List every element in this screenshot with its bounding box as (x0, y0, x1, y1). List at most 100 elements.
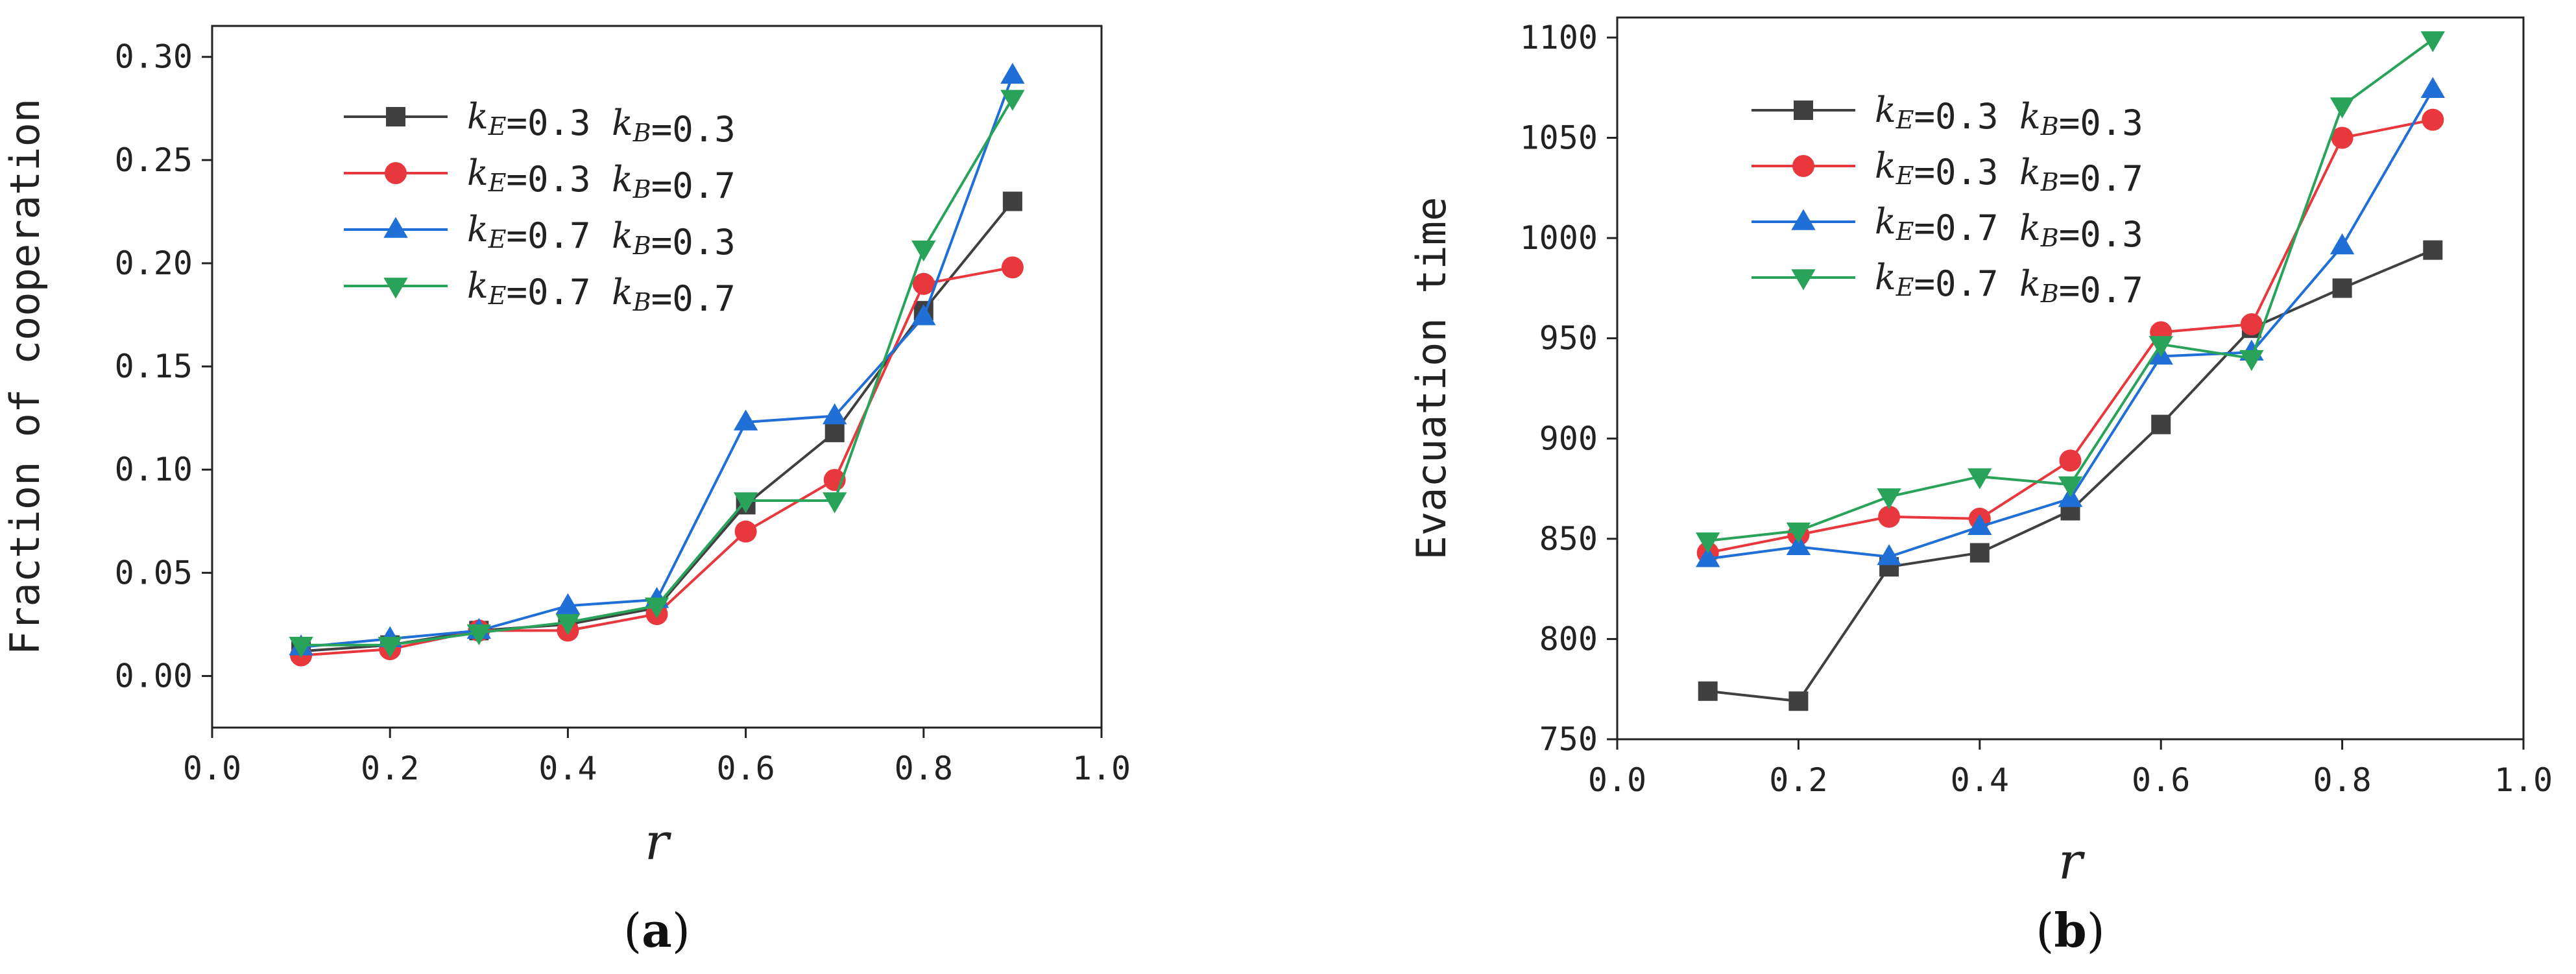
y-tick-label: 1100 (1520, 19, 1598, 56)
data-point (289, 636, 313, 658)
data-point (2329, 233, 2355, 255)
data-point (644, 597, 669, 619)
data-point (1698, 681, 1718, 701)
x-tick-label: 0.2 (1769, 761, 1827, 799)
data-point (1786, 534, 1811, 555)
chart-panel-b: 0.0 0.2 0.4 0.6 0.8 1.0 750 800 850 900 950 1000 105… (1408, 16, 2553, 958)
legend-label: kE=0.7 kB=0.3 (1875, 201, 2143, 255)
series-line (300, 75, 1014, 648)
data-point (2423, 240, 2443, 260)
y-axis-title: Fraction of cooperation (1, 99, 49, 656)
plot-frame (211, 25, 1103, 729)
x-tick-label: 0.8 (895, 750, 953, 787)
data-point (2422, 108, 2444, 131)
y-tick-label: 800 (1539, 620, 1598, 658)
y-tick-label: 0.30 (115, 38, 193, 76)
data-point (2059, 449, 2082, 472)
data-point (1696, 532, 1720, 554)
data-point (1878, 505, 1901, 528)
data-point (1000, 62, 1025, 84)
plot-frame (1616, 16, 2525, 741)
legend-label: kE=0.3 kB=0.7 (1875, 145, 2143, 199)
data-point (1002, 191, 1022, 211)
y-tick-label: 0.20 (115, 244, 193, 282)
data-point (466, 624, 491, 646)
x-tick-label: 0.6 (716, 750, 775, 787)
legend-entry: kE=0.7 kB=0.3 (344, 209, 736, 263)
data-point (1788, 691, 1809, 711)
y-axis-title: Evacuation time (1408, 197, 1455, 560)
data-point (825, 422, 845, 442)
data-point (1877, 488, 1901, 510)
chart-panel-a: 0.0 0.2 0.4 0.6 0.8 1.0 0.00 0.05 0.10 0.15 0.20 0.… (1, 25, 1131, 958)
legend-marker (1791, 269, 1816, 291)
data-point (1000, 89, 1025, 111)
series-line (300, 200, 1014, 653)
x-tick-label: 0.2 (361, 750, 419, 787)
data-point (2240, 313, 2263, 336)
legend-label: kE=0.7 kB=0.7 (1875, 257, 2143, 311)
legend: kE=0.3 kB=0.3kE=0.3 kB=0.7kE=0.7 kB=0.3k… (344, 96, 736, 319)
data-point (733, 492, 758, 514)
data-point (555, 593, 581, 614)
x-tick-label: 0.0 (183, 750, 241, 787)
legend-marker (1791, 209, 1816, 230)
data-point (734, 520, 757, 543)
data-point (378, 636, 402, 658)
x-tick-label: 1.0 (2494, 761, 2553, 799)
legend-marker (386, 107, 405, 126)
data-point (555, 613, 581, 635)
data-point (2332, 278, 2352, 298)
data-point (2420, 31, 2445, 53)
legend-marker (1794, 101, 1813, 120)
legend-label: kE=0.7 kB=0.7 (467, 265, 736, 319)
x-tick-label: 0.4 (538, 750, 597, 787)
data-point (1968, 514, 1992, 536)
data-point (911, 240, 936, 262)
series-square (1698, 240, 2443, 711)
series-triangle-up (289, 62, 1025, 656)
data-point (2058, 476, 2083, 497)
data-point (2420, 77, 2445, 99)
x-tick-label: 0.4 (1951, 761, 2009, 799)
data-point (733, 409, 758, 431)
x-tick-label: 0.0 (1588, 761, 1646, 799)
y-tick-label: 850 (1539, 520, 1598, 558)
legend-label: kE=0.3 kB=0.3 (467, 96, 736, 150)
x-axis-title: r (645, 813, 672, 872)
y-tick-label: 750 (1539, 720, 1598, 758)
data-point (1001, 256, 1024, 279)
legend-marker (383, 278, 408, 299)
legend-label: kE=0.3 kB=0.3 (1875, 89, 2143, 143)
y-tick-label: 900 (1539, 420, 1598, 457)
data-point (911, 304, 936, 326)
x-axis-title: r (2058, 833, 2086, 891)
data-point (2239, 350, 2264, 372)
legend-entry: kE=0.7 kB=0.7 (1751, 257, 2143, 311)
legend: kE=0.3 kB=0.3kE=0.3 kB=0.7kE=0.7 kB=0.3k… (1751, 89, 2143, 311)
x-tick-label: 1.0 (1072, 750, 1131, 787)
y-tick-label: 0.25 (115, 141, 193, 179)
legend-marker (385, 162, 407, 184)
data-point (1696, 546, 1720, 567)
legend-entry: kE=0.7 kB=0.3 (1751, 201, 2143, 255)
y-tick-label: 0.00 (115, 657, 193, 695)
data-point (823, 403, 847, 425)
legend-label: kE=0.7 kB=0.3 (467, 209, 736, 263)
x-tick-label: 0.8 (2313, 761, 2371, 799)
panel-label: (a) (623, 903, 690, 958)
legend-marker (383, 217, 408, 238)
data-point (2151, 414, 2171, 434)
legend-entry: kE=0.3 kB=0.3 (1751, 89, 2143, 143)
data-point (1877, 544, 1901, 565)
legend-entry: kE=0.3 kB=0.7 (1751, 145, 2143, 199)
series-triangle-down (289, 89, 1025, 658)
series-line (1707, 248, 2434, 703)
x-tick-label: 0.6 (2132, 761, 2190, 799)
data-point (2329, 97, 2355, 119)
panel-label: (b) (2036, 903, 2105, 958)
data-point (1968, 468, 1992, 490)
y-tick-label: 0.15 (115, 348, 193, 385)
